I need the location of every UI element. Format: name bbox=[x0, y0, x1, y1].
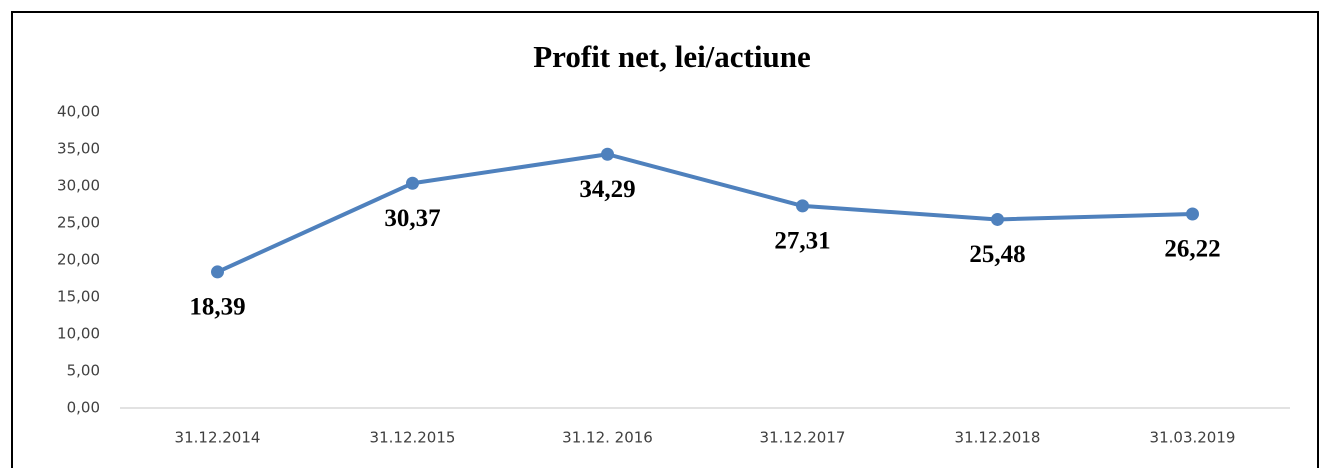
data-label: 18,39 bbox=[189, 294, 245, 321]
data-point bbox=[211, 265, 224, 279]
y-tick-label: 35,00 bbox=[57, 140, 100, 158]
data-label: 30,37 bbox=[384, 205, 440, 232]
data-label: 27,31 bbox=[774, 228, 830, 255]
chart-frame bbox=[11, 11, 1319, 468]
data-label: 25,48 bbox=[969, 241, 1025, 268]
data-point bbox=[1186, 207, 1199, 221]
data-label: 26,22 bbox=[1164, 236, 1220, 263]
y-tick-label: 25,00 bbox=[57, 214, 100, 232]
x-tick-label: 31.12. 2016 bbox=[562, 429, 653, 447]
y-tick-label: 10,00 bbox=[57, 325, 100, 343]
data-point bbox=[991, 212, 1004, 226]
x-tick-label: 31.12.2015 bbox=[370, 429, 456, 447]
y-tick-label: 30,00 bbox=[57, 177, 100, 195]
x-tick-label: 31.12.2014 bbox=[175, 429, 261, 447]
x-tick-label: 31.12.2017 bbox=[760, 429, 846, 447]
data-point bbox=[601, 147, 614, 161]
data-label: 34,29 bbox=[579, 176, 635, 203]
y-tick-label: 0,00 bbox=[67, 399, 100, 417]
series-line bbox=[216, 152, 1193, 274]
data-point bbox=[406, 176, 419, 190]
x-tick-label: 31.12.2018 bbox=[955, 429, 1041, 447]
chart-title: Profit net, lei/actiune bbox=[533, 39, 811, 74]
y-tick-label: 5,00 bbox=[67, 362, 100, 380]
x-tick-label: 31.03.2019 bbox=[1150, 429, 1236, 447]
y-tick-label: 40,00 bbox=[57, 103, 100, 121]
y-tick-label: 20,00 bbox=[57, 251, 100, 269]
data-point bbox=[796, 199, 809, 213]
y-tick-label: 15,00 bbox=[57, 288, 100, 306]
